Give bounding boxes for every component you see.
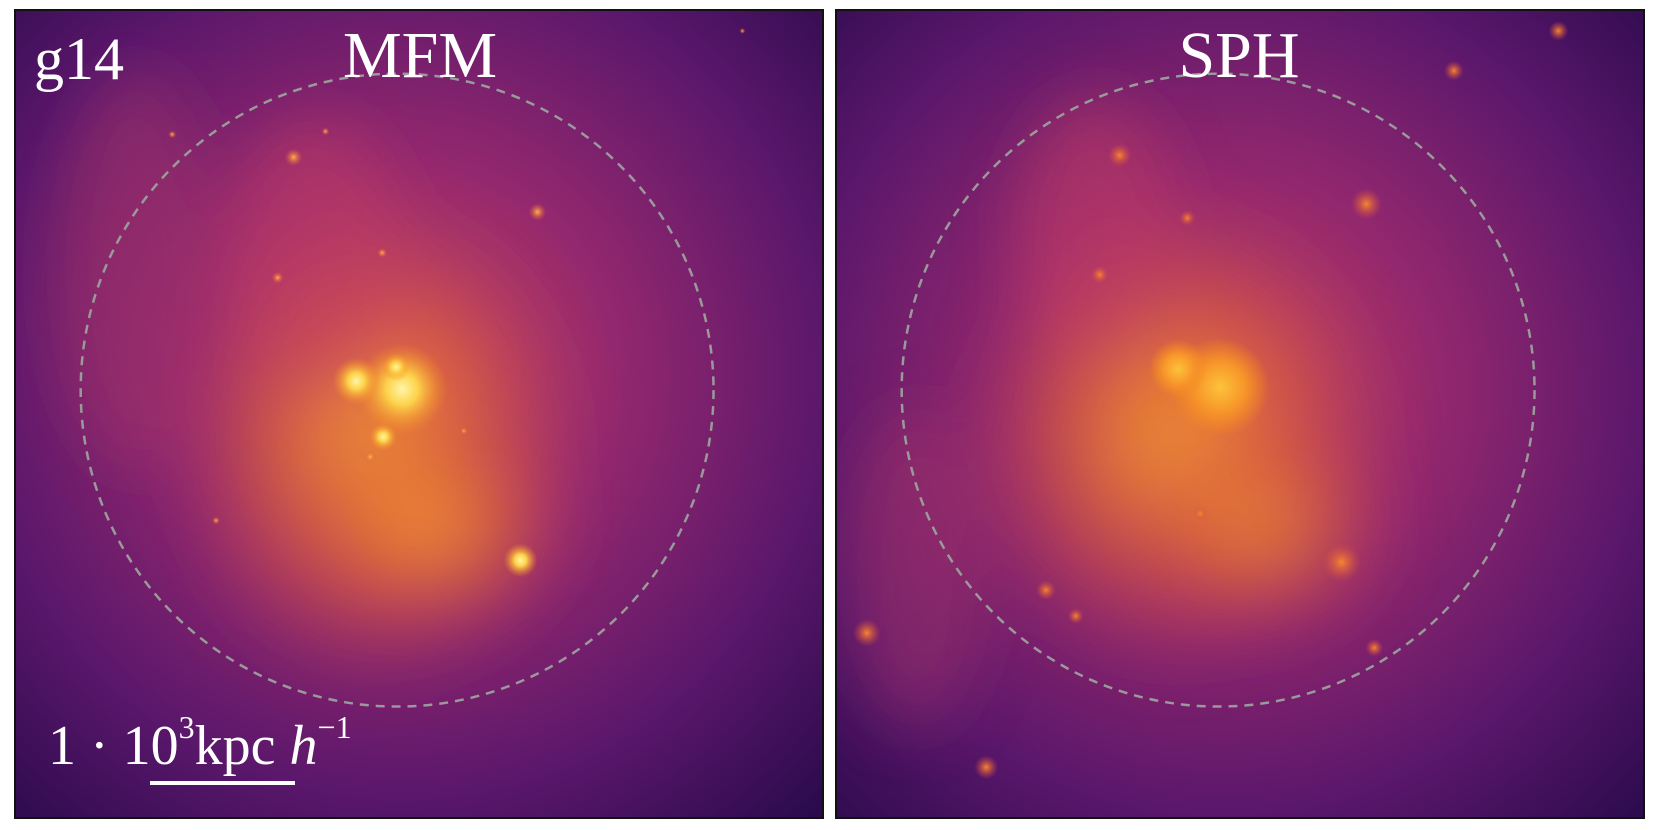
sph-density-map <box>837 11 1643 817</box>
virial-radius-circle <box>900 72 1536 708</box>
scalebar-exponent: 3 <box>178 709 195 745</box>
sph-panel: SPH <box>835 9 1645 819</box>
sph-panel-title: SPH <box>1178 19 1300 92</box>
sph-diffuse-emission <box>846 100 1405 728</box>
scalebar-unit-h: h <box>289 715 318 777</box>
scalebar-unit: kpc <box>194 715 290 777</box>
scalebar-prefix: 1 · 10 <box>48 715 179 777</box>
mfm-panel: g14 MFM 1 · 103kpc h−1 <box>14 9 824 819</box>
halo-name-label: g14 <box>34 26 124 92</box>
scalebar-line <box>150 781 295 785</box>
mfm-density-map <box>16 11 822 817</box>
scalebar-label: 1 · 103kpc h−1 <box>48 711 352 774</box>
mfm-diffuse-emission <box>55 70 584 698</box>
mfm-substructure <box>168 27 746 578</box>
mfm-panel-title: MFM <box>342 19 498 92</box>
virial-radius-circle <box>79 72 715 708</box>
scalebar-unit-exponent: −1 <box>317 709 352 745</box>
sph-substructure <box>852 20 1569 780</box>
